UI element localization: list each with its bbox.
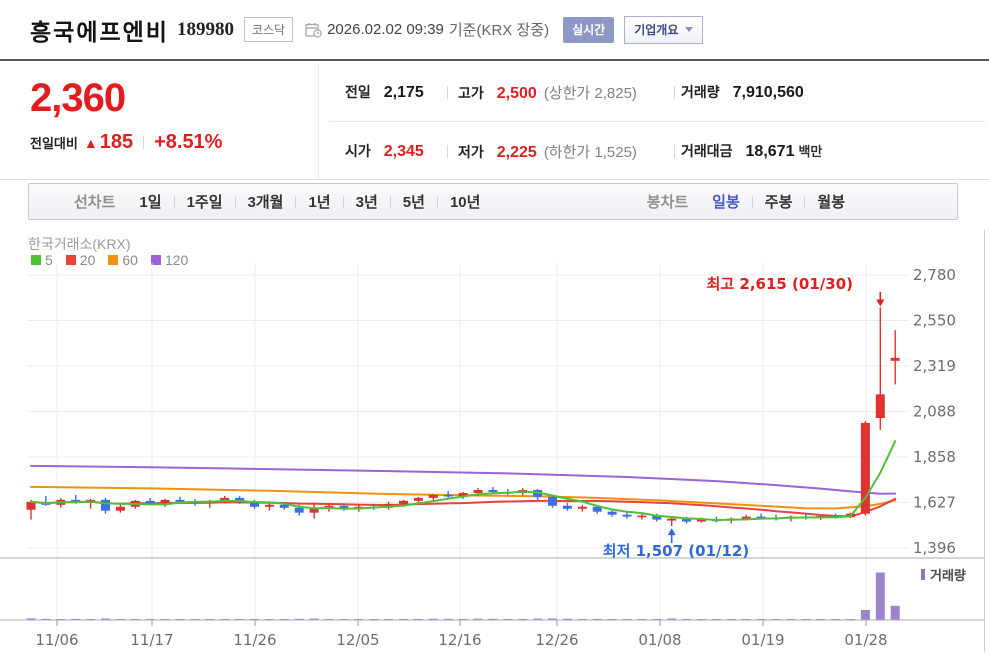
prev-close-label: 전일 [345, 84, 371, 100]
tab-5year[interactable]: 5년 [402, 194, 425, 211]
realtime-badge[interactable]: 실시간 [563, 16, 615, 43]
current-price: 2,360 [30, 76, 126, 120]
tab-3year[interactable]: 3년 [355, 194, 378, 211]
trade-value-unit: 백만 [798, 144, 823, 159]
tab-line-chart[interactable]: 선차트 [74, 194, 116, 211]
price-panel: 2,360 전일대비 ▲ 185 +8.51% [30, 78, 222, 154]
stock-chart-svg: 11/06 11/17 11/26 12/05 12/16 12/26 01/08 01/19… [0, 263, 985, 649]
chevron-down-icon [685, 26, 694, 32]
tab-1day[interactable]: 1일 [139, 194, 162, 211]
trade-value-value: 18,671 [745, 143, 795, 160]
volume-legend-label: 거래량 [930, 568, 966, 583]
ma60-label: 60 [122, 252, 138, 268]
x-axis-label: 11/17 [130, 631, 173, 649]
y-axis-label: 2,780 [913, 266, 956, 284]
ma5-legend-item: 5 [31, 252, 53, 268]
tab-monthly[interactable]: 월봉 [817, 194, 845, 211]
chart-section: 한국거래소(KRX) 5 20 60 120 11/06 11/17 11/26 12… [0, 225, 989, 659]
candle-tab-group: 봉차트 일봉 주봉 월봉 [635, 191, 857, 212]
x-axis-label: 12/05 [336, 631, 379, 649]
x-axis-label: 12/26 [535, 631, 578, 649]
change-value: 185 [99, 131, 134, 153]
low-value: 2,225 [496, 143, 537, 161]
exchange-source-label: 한국거래소(KRX) [28, 236, 131, 252]
quote-basis: 기준(KRX 장중) [448, 22, 550, 39]
period-tab-group: 선차트 1일 1주일 3개월 1년 3년 5년 10년 [62, 191, 492, 212]
quote-table: 전일 2,175 고가 2,500 (상한가 2,825) 거래량 7,910,… [330, 63, 985, 179]
tab-candle-chart[interactable]: 봉차트 [646, 194, 689, 211]
trade-value-label: 거래대금 [681, 143, 733, 159]
y-axis-label: 1,627 [913, 493, 956, 511]
quote-row: 시가 2,345 저가 2,225 (하한가 1,525) 거래대금 18,67… [330, 122, 985, 180]
ma120-legend-item: 120 [150, 252, 189, 268]
tab-10year[interactable]: 10년 [449, 194, 481, 211]
high-value: 2,500 [496, 84, 537, 102]
tab-daily[interactable]: 일봉 [712, 194, 740, 211]
ma120-label: 120 [164, 252, 189, 268]
volume-value: 7,910,560 [732, 84, 804, 101]
calendar-clock-icon [305, 22, 322, 38]
upper-limit: (상한가 2,825) [543, 84, 637, 102]
divider [984, 230, 985, 652]
ma60-legend-item: 60 [108, 252, 138, 268]
quote-row: 전일 2,175 고가 2,500 (상한가 2,825) 거래량 7,910,… [330, 63, 985, 121]
open-label: 시가 [345, 143, 371, 159]
volume-label: 거래량 [681, 84, 720, 100]
x-axis-label: 11/26 [233, 631, 276, 649]
ma5-swatch-icon [31, 255, 41, 265]
low-annotation: 최저 1,507 (01/12) [603, 542, 749, 560]
y-axis-label: 2,550 [913, 311, 956, 329]
volume-legend: 거래량 [921, 565, 966, 584]
divider [318, 63, 319, 179]
y-axis-label: 1,396 [913, 539, 956, 557]
chart-tab-bar: 선차트 1일 1주일 3개월 1년 3년 5년 10년 봉차트 일봉 주봉 월봉 [28, 183, 958, 220]
change-row: 전일대비 ▲ 185 +8.51% [30, 131, 222, 154]
high-annotation: 최고 2,615 (01/30) [707, 275, 853, 293]
tab-1week[interactable]: 1주일 [186, 194, 223, 211]
price-info-panel: 2,360 전일대비 ▲ 185 +8.51% 전일 2,175 고가 2,50… [0, 63, 989, 180]
x-axis-label: 01/08 [638, 631, 681, 649]
company-overview-label: 기업개요 [634, 22, 679, 37]
ma20-label: 20 [79, 252, 96, 268]
tab-1year[interactable]: 1년 [308, 194, 331, 211]
change-label: 전일대비 [30, 136, 78, 151]
quote-datetime: 2026.02.02 09:39 [327, 21, 444, 38]
tab-weekly[interactable]: 주봉 [764, 194, 793, 211]
low-label: 저가 [458, 143, 484, 160]
ma60-swatch-icon [108, 255, 119, 265]
tab-3month[interactable]: 3개월 [247, 194, 284, 211]
x-axis-label: 11/06 [35, 631, 78, 649]
ma20-swatch-icon [65, 255, 76, 265]
divider [143, 136, 145, 149]
ma20-legend-item: 20 [65, 252, 96, 268]
stock-title: 흥국에프엔비 [30, 18, 169, 45]
high-label: 고가 [458, 84, 484, 101]
market-badge: 코스닥 [243, 17, 294, 42]
x-axis-label: 12/16 [438, 631, 481, 649]
volume-bar-icon [921, 569, 925, 580]
y-axis-label: 2,319 [913, 357, 956, 375]
lower-limit: (하한가 1,525) [543, 143, 637, 161]
ma120-swatch-icon [150, 255, 161, 265]
y-axis-label: 1,858 [913, 448, 956, 466]
change-percent: +8.51% [154, 131, 223, 153]
up-triangle-icon: ▲ [83, 134, 98, 151]
prev-close-value: 2,175 [383, 84, 424, 101]
y-axis-label: 2,088 [913, 403, 956, 421]
header: 흥국에프엔비 189980 코스닥 2026.02.02 09:39 기준(KR… [0, 0, 989, 61]
x-axis-label: 01/19 [741, 631, 784, 649]
company-overview-button[interactable]: 기업개요 [624, 15, 704, 44]
stock-code: 189980 [176, 18, 234, 40]
divider [330, 121, 985, 122]
open-value: 2,345 [383, 143, 424, 160]
ma5-label: 5 [45, 252, 53, 268]
x-axis-label: 01/28 [844, 631, 887, 649]
ma-legend: 5 20 60 120 [31, 252, 188, 268]
